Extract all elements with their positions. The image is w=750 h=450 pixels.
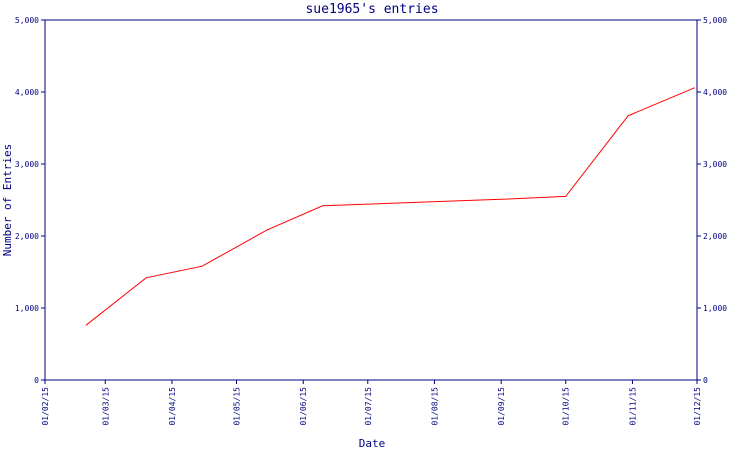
y-tick-label-left: 5,000: [15, 16, 39, 25]
y-axis-label: Number of Entries: [1, 144, 14, 257]
y-tick-label-left: 1,000: [15, 304, 39, 313]
x-tick-label: 01/06/15: [299, 387, 308, 426]
x-axis-ticks: 01/02/15 01/03/15 01/04/15 01/05/15 01/06/15…: [41, 380, 702, 426]
y-tick-label-left: 3,000: [15, 160, 39, 169]
x-tick-label: 01/03/15: [101, 387, 110, 426]
x-tick-label: 01/12/15: [693, 387, 702, 426]
y-tick-label-right: 4,000: [703, 88, 727, 97]
y-tick-label-left: 4,000: [15, 88, 39, 97]
y-tick-label-left: 0: [34, 376, 39, 385]
y-tick-label-right: 3,000: [703, 160, 727, 169]
chart-title: sue1965's entries: [305, 2, 438, 17]
x-tick-label: 01/05/15: [233, 387, 242, 426]
x-tick-label: 01/02/15: [41, 387, 50, 426]
x-tick-label: 01/08/15: [430, 387, 439, 426]
x-tick-label: 01/07/15: [364, 387, 373, 426]
y-tick-label-right: 0: [703, 376, 708, 385]
x-tick-label: 01/09/15: [497, 387, 506, 426]
plot-area: [44, 19, 698, 381]
series-line: [85, 87, 695, 326]
y-tick-label-right: 5,000: [703, 16, 727, 25]
x-tick-label: 01/11/15: [628, 387, 637, 426]
y-tick-label-left: 2,000: [15, 232, 39, 241]
y-tick-label-right: 1,000: [703, 304, 727, 313]
y-tick-label-right: 2,000: [703, 232, 727, 241]
x-axis-label: Date: [359, 437, 386, 450]
x-tick-label: 01/10/15: [562, 387, 571, 426]
y-axis-ticks: 0 0 1,000 1,000 2,000 2,000 3,000 3,000 4,000 4,0…: [15, 16, 727, 385]
x-tick-label: 01/04/15: [168, 387, 177, 426]
